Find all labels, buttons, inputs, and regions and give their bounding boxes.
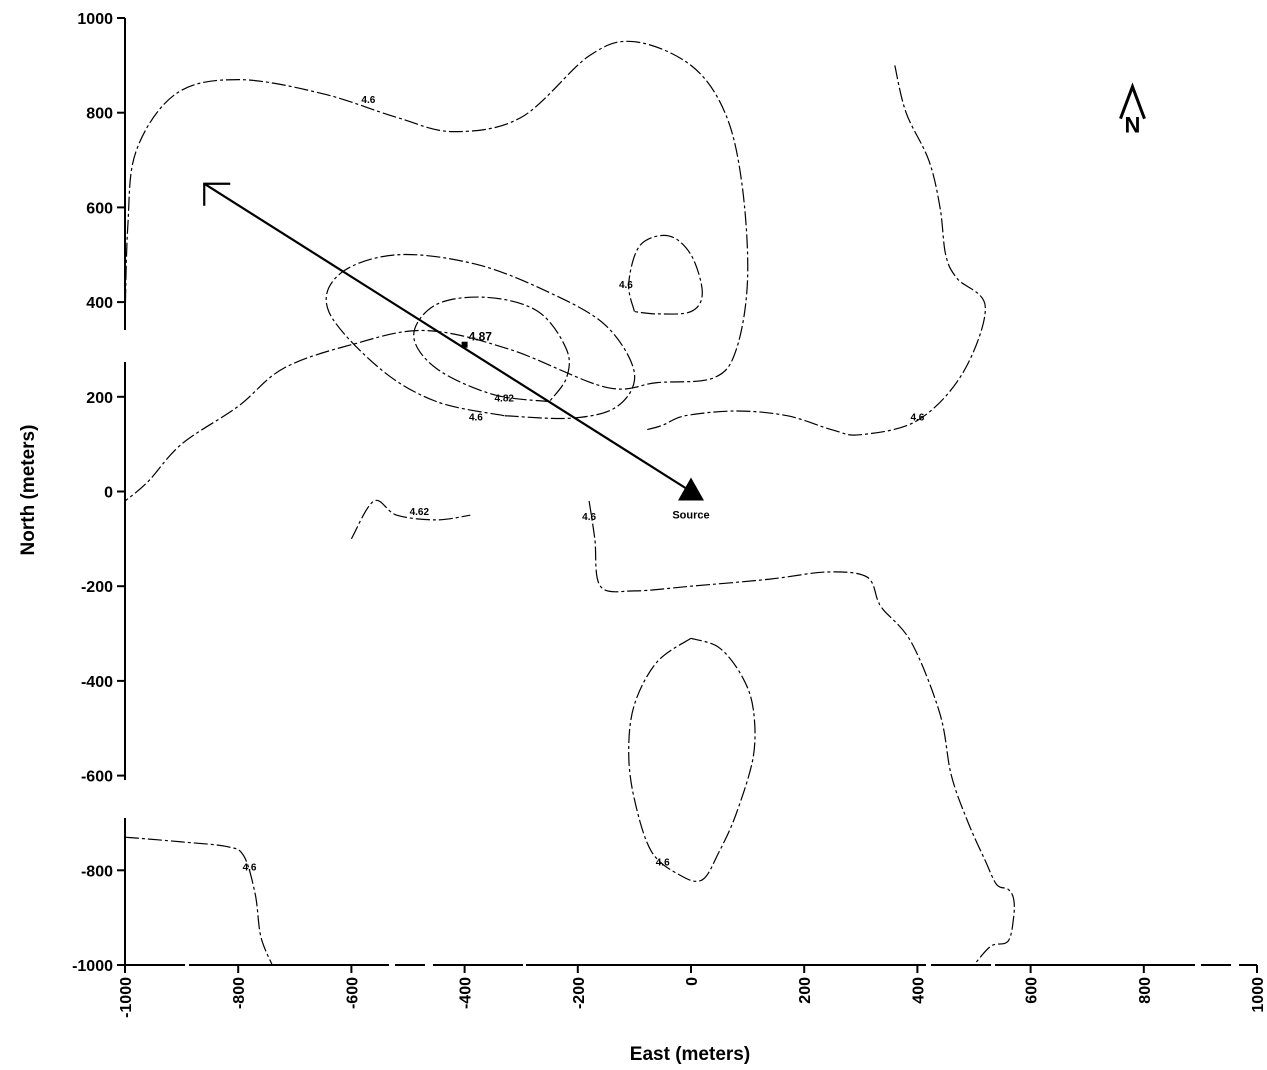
contour-label: 4.6: [910, 412, 924, 423]
x-tick-label: -200: [571, 977, 588, 1009]
axis-layer: 1000 800 600 400 200 0 -200 -400 -600 -800 -1000 -1…: [72, 11, 1267, 1018]
marker-layer: Source 4.87 N: [203, 82, 1146, 522]
north-arrow-icon: [1119, 82, 1146, 120]
contour-label: 4.62: [410, 507, 430, 518]
x-tick-label: -1000: [118, 977, 135, 1018]
x-tick-label: -800: [231, 977, 248, 1009]
x-tick-label: 600: [1024, 977, 1041, 1004]
peak-label: 4.87: [469, 330, 493, 344]
contour-east-lobe: [645, 65, 986, 436]
contour-label: 4.6: [656, 858, 670, 869]
x-tick-label: -400: [458, 977, 475, 1009]
contour-inner-ring: [413, 296, 570, 403]
contour-label: 4.6: [582, 512, 596, 523]
y-tick-label: 1000: [77, 11, 113, 28]
x-axis-title: East (meters): [630, 1044, 750, 1065]
x-tick-label: -600: [344, 977, 361, 1009]
contour-label: 4.6: [619, 280, 633, 291]
contour-label: 4.6: [243, 862, 257, 873]
y-tick-label: -800: [81, 863, 113, 880]
source-marker: [678, 477, 704, 501]
contour-west-low: [350, 499, 471, 540]
y-tick-label: 200: [86, 390, 113, 407]
contour-label: 4.82: [494, 394, 514, 405]
peak-marker: [461, 341, 468, 348]
y-tick-label: 0: [104, 485, 113, 502]
contour-mid-ring: [325, 253, 636, 420]
north-label: N: [1125, 113, 1141, 138]
contour-outer-west: [124, 40, 749, 502]
y-tick-label: -400: [81, 674, 113, 691]
x-tick-label: 800: [1137, 977, 1154, 1004]
y-tick-label: 600: [86, 200, 113, 217]
contour-bump-island: [628, 234, 703, 315]
wind-direction-arrow: [203, 182, 692, 493]
y-tick-label: 400: [86, 295, 113, 312]
contour-south-ellipse: [628, 637, 756, 882]
x-tick-label: 200: [797, 977, 814, 1004]
y-tick-label: -600: [81, 769, 113, 786]
x-tick-label: 0: [684, 977, 701, 986]
source-label: Source: [672, 510, 709, 522]
x-tick-label: 1000: [1250, 977, 1267, 1013]
contour-south-east: [588, 500, 1015, 966]
arrow-head: [203, 182, 231, 206]
contour-layer: 4.6 4.6 4.82 4.6 4.6 4.6 4.6 4.62 4.6: [124, 40, 1015, 966]
y-axis-title: North (meters): [18, 425, 39, 556]
contour-label: 4.6: [361, 95, 375, 106]
x-tick-label: 400: [910, 977, 927, 1004]
y-tick-label: -200: [81, 579, 113, 596]
contour-label: 4.6: [469, 412, 483, 423]
y-tick-label: 800: [86, 106, 113, 123]
y-tick-label: -1000: [72, 958, 113, 975]
contour-south-west: [124, 836, 273, 966]
